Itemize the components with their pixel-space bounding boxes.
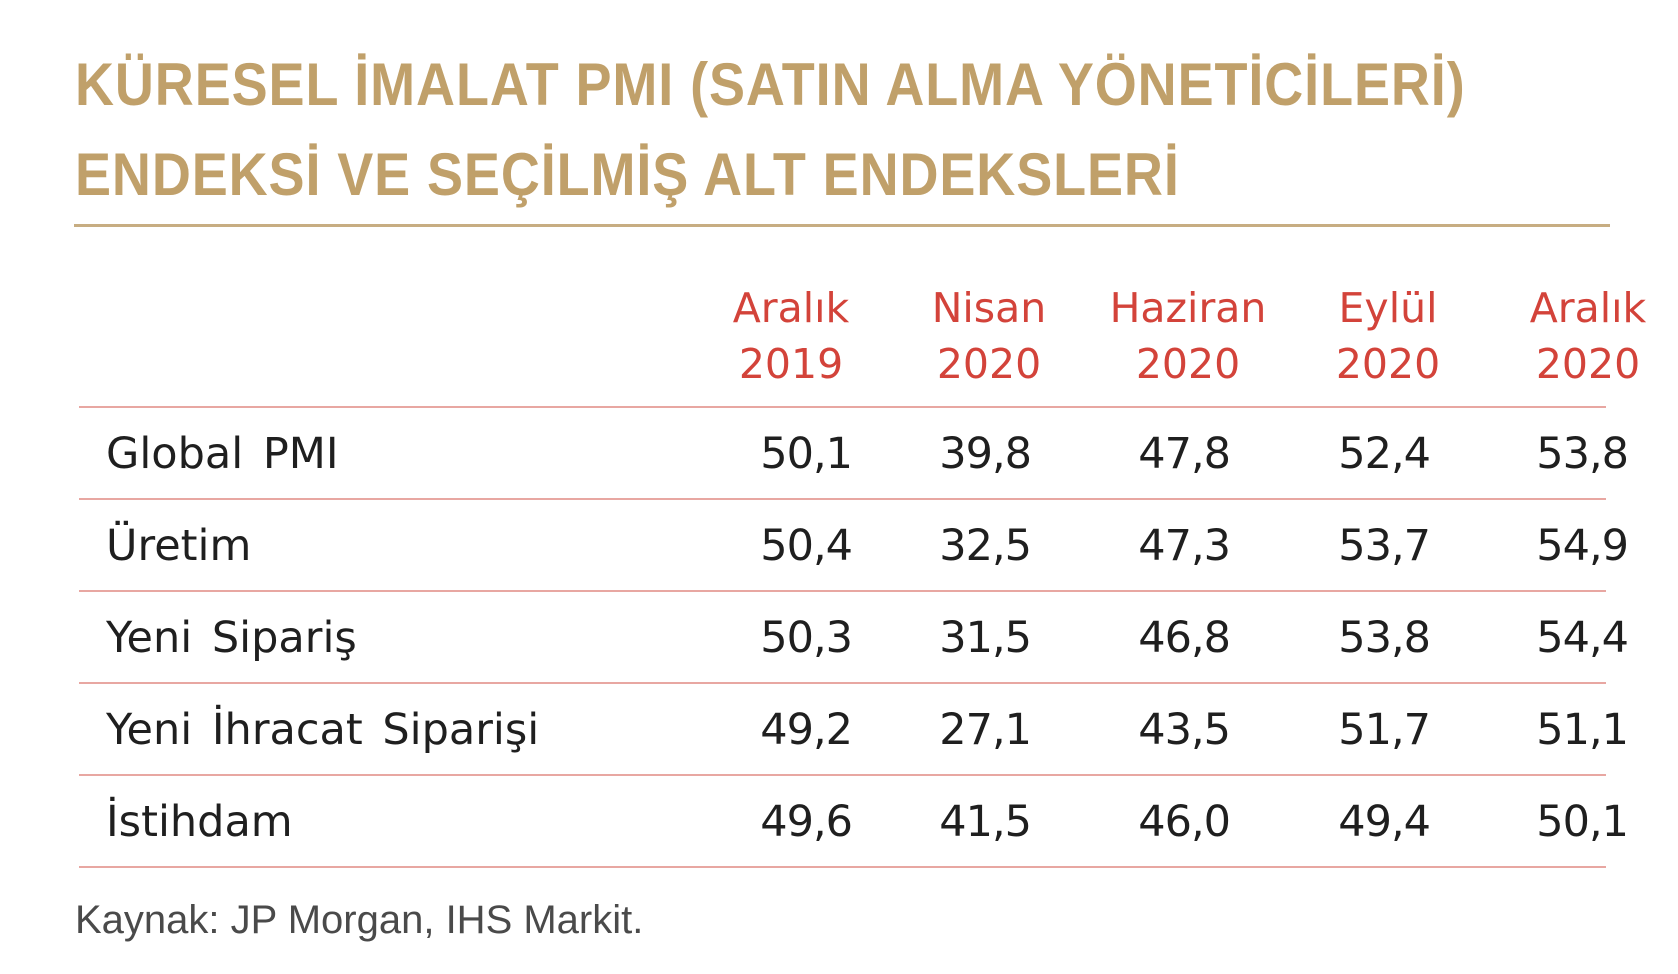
table-cell: 49,4	[1338, 797, 1431, 847]
table-cell: 51,1	[1536, 705, 1629, 755]
row-label: Global PMI	[106, 429, 339, 479]
table-cell: 31,5	[939, 613, 1032, 663]
column-month: Aralık	[1529, 284, 1647, 332]
table-cell: 49,2	[760, 705, 853, 755]
table-row: Üretim 50,4 32,5 47,3 53,7 54,9	[79, 500, 1629, 592]
table-cell: 50,3	[760, 613, 853, 663]
table-row: Yeni Sipariş 50,3 31,5 46,8 53,8 54,4	[79, 592, 1629, 684]
title-line-1: KÜRESEL İMALAT PMI (SATIN ALMA YÖNETİCİL…	[75, 51, 1466, 118]
table-cell: 50,1	[1536, 797, 1629, 847]
source-note: Kaynak: JP Morgan, IHS Markit.	[75, 898, 644, 942]
row-label: Yeni Sipariş	[106, 613, 357, 663]
column-header-eylul-2020: Eylül 2020	[1293, 280, 1483, 392]
table-cell: 39,8	[939, 429, 1032, 479]
column-month: Aralık	[732, 284, 850, 332]
table-cell: 41,5	[939, 797, 1032, 847]
column-header-aralik-2020: Aralık 2020	[1493, 280, 1678, 392]
table-cell: 50,4	[760, 521, 853, 571]
title-divider	[74, 224, 1610, 227]
page-title: KÜRESEL İMALAT PMI (SATIN ALMA YÖNETİCİL…	[75, 40, 1479, 220]
pmi-table: Aralık 2019 Nisan 2020 Haziran 2020 Eylü…	[79, 272, 1646, 868]
table-cell: 53,7	[1338, 521, 1431, 571]
row-label: İstihdam	[106, 797, 293, 847]
table-cell: 54,4	[1536, 613, 1629, 663]
table-cell: 53,8	[1536, 429, 1629, 479]
table-cell: 47,8	[1138, 429, 1231, 479]
table-cell: 46,0	[1138, 797, 1231, 847]
table-cell: 52,4	[1338, 429, 1431, 479]
column-header-aralik-2019: Aralık 2019	[696, 280, 886, 392]
column-year: 2020	[936, 340, 1042, 388]
table-row: Global PMI 50,1 39,8 47,8 52,4 53,8	[79, 408, 1629, 500]
table-header: Aralık 2019 Nisan 2020 Haziran 2020 Eylü…	[79, 272, 1646, 408]
table-cell: 54,9	[1536, 521, 1629, 571]
table-cell: 47,3	[1138, 521, 1231, 571]
column-month: Nisan	[931, 284, 1047, 332]
column-year: 2020	[1335, 340, 1441, 388]
row-label: Yeni İhracat Siparişi	[106, 705, 540, 755]
row-label: Üretim	[106, 521, 252, 571]
table-cell: 32,5	[939, 521, 1032, 571]
column-year: 2019	[738, 340, 844, 388]
column-month: Eylül	[1338, 284, 1438, 332]
title-line-2: ENDEKSİ VE SEÇİLMİŞ ALT ENDEKSLERİ	[75, 141, 1180, 208]
column-month: Haziran	[1109, 284, 1267, 332]
table-cell: 51,7	[1338, 705, 1431, 755]
table-cell: 43,5	[1138, 705, 1231, 755]
table-cell: 49,6	[760, 797, 853, 847]
column-year: 2020	[1535, 340, 1641, 388]
table-cell: 27,1	[939, 705, 1032, 755]
table-cell: 46,8	[1138, 613, 1231, 663]
table-row: İstihdam 49,6 41,5 46,0 49,4 50,1	[79, 776, 1629, 868]
table-cell: 50,1	[760, 429, 853, 479]
column-year: 2020	[1135, 340, 1241, 388]
column-header-haziran-2020: Haziran 2020	[1093, 280, 1283, 392]
table-row: Yeni İhracat Siparişi 49,2 27,1 43,5 51,…	[79, 684, 1629, 776]
table-cell: 53,8	[1338, 613, 1431, 663]
column-header-nisan-2020: Nisan 2020	[894, 280, 1084, 392]
